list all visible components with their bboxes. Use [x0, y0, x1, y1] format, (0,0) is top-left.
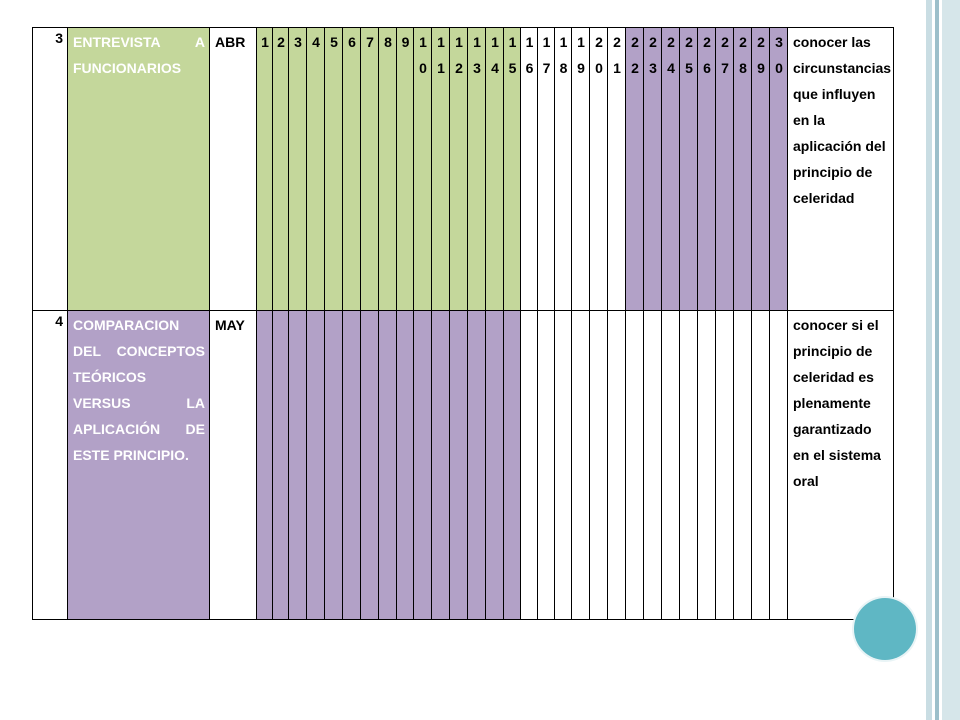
decor-bar-3 — [942, 0, 960, 720]
month-cell: MAY — [209, 310, 257, 620]
day-cell — [467, 310, 486, 620]
day-cell — [661, 310, 680, 620]
day-cell — [520, 310, 538, 620]
day-cell: 7 — [360, 27, 379, 311]
schedule-row: 3 ENTREVISTA A FUNCIONARIOS ABR 1 2 3 4 5 6 7 8 9 1 0… — [32, 27, 895, 311]
day-cell — [643, 310, 662, 620]
day-cell: 4 — [306, 27, 325, 311]
day-cell: 9 — [396, 27, 414, 311]
day-cell — [431, 310, 450, 620]
day-cell — [589, 310, 608, 620]
month-cell: ABR — [209, 27, 257, 311]
day-cell — [288, 310, 307, 620]
day-cell — [679, 310, 698, 620]
day-cell — [769, 310, 788, 620]
objective-cell: conocer las circunstancias que influyen … — [786, 27, 895, 311]
activity-cell: COMPARACION DEL CONCEPTOS TEÓRICOS VERSU… — [67, 310, 210, 620]
day-cell — [256, 310, 273, 620]
day-cell — [625, 310, 644, 620]
day-cell — [306, 310, 325, 620]
row-number: 4 — [32, 310, 68, 620]
day-cell — [554, 310, 572, 620]
day-cell — [571, 310, 590, 620]
day-cell: 1 — [256, 27, 273, 311]
day-cell — [324, 310, 343, 620]
day-cell — [413, 310, 432, 620]
decor-bar-2 — [935, 0, 939, 720]
day-cell — [607, 310, 626, 620]
decor-bar-1 — [926, 0, 932, 720]
day-cell — [733, 310, 752, 620]
day-cell — [697, 310, 716, 620]
day-cell: 5 — [324, 27, 343, 311]
day-cell — [396, 310, 414, 620]
day-cell — [449, 310, 468, 620]
schedule-row: 4 COMPARACION DEL CONCEPTOS TEÓRICOS VERS… — [32, 310, 895, 620]
day-cell — [342, 310, 361, 620]
day-cell — [537, 310, 555, 620]
day-cell: 3 — [288, 27, 307, 311]
day-cell — [272, 310, 289, 620]
day-cell: 2 — [272, 27, 289, 311]
day-cell: 8 — [378, 27, 397, 311]
day-cell: 6 — [342, 27, 361, 311]
day-cell — [503, 310, 521, 620]
day-cell — [715, 310, 734, 620]
day-cell — [485, 310, 504, 620]
row-number: 3 — [32, 27, 68, 311]
activity-cell: ENTREVISTA A FUNCIONARIOS — [67, 27, 210, 311]
schedule-table: 3 ENTREVISTA A FUNCIONARIOS ABR 1 2 3 4 5 6 7 8 9 1 0… — [32, 27, 895, 620]
day-cell — [751, 310, 770, 620]
decor-circle — [854, 598, 916, 660]
day-cell — [378, 310, 397, 620]
day-cell — [360, 310, 379, 620]
objective-cell: conocer si el principio de celeridad es … — [786, 310, 895, 620]
